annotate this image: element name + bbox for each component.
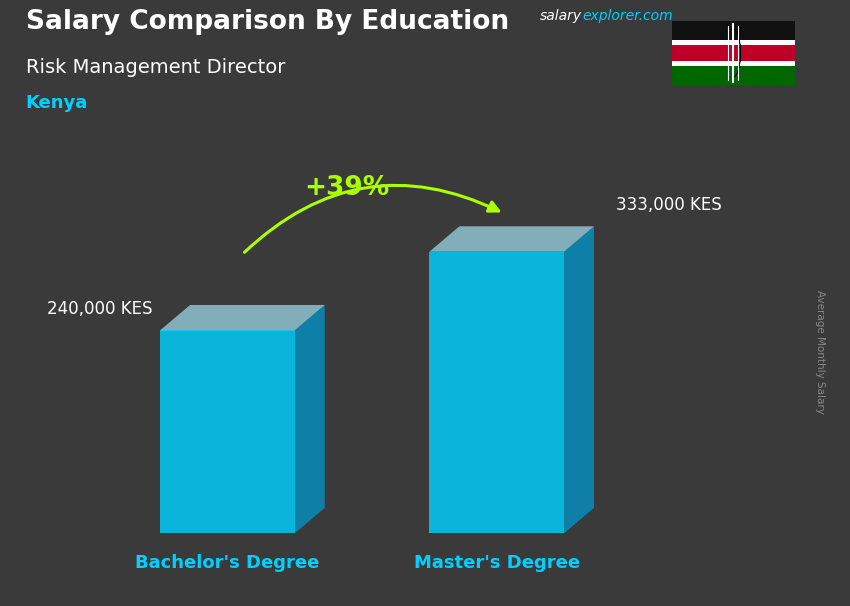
Polygon shape	[564, 226, 594, 533]
Polygon shape	[295, 305, 325, 533]
Text: +39%: +39%	[304, 175, 390, 201]
Text: Average Monthly Salary: Average Monthly Salary	[815, 290, 825, 413]
Text: Risk Management Director: Risk Management Director	[26, 58, 285, 76]
Polygon shape	[733, 29, 740, 77]
Text: Salary Comparison By Education: Salary Comparison By Education	[26, 9, 508, 35]
Bar	[672, 64, 795, 85]
Text: Master's Degree: Master's Degree	[414, 554, 580, 573]
Text: explorer.com: explorer.com	[582, 9, 673, 23]
Polygon shape	[429, 226, 594, 251]
Bar	[672, 61, 795, 66]
Bar	[672, 21, 795, 42]
Polygon shape	[160, 305, 325, 330]
Text: Kenya: Kenya	[26, 94, 88, 112]
Bar	[672, 40, 795, 45]
Text: 333,000 KES: 333,000 KES	[616, 196, 722, 214]
Text: 240,000 KES: 240,000 KES	[47, 299, 153, 318]
Polygon shape	[733, 29, 740, 77]
Text: Bachelor's Degree: Bachelor's Degree	[135, 554, 320, 573]
Text: salary: salary	[540, 9, 582, 23]
Bar	[160, 330, 295, 533]
Bar	[672, 42, 795, 64]
FancyArrowPatch shape	[245, 185, 499, 252]
Bar	[429, 251, 564, 533]
